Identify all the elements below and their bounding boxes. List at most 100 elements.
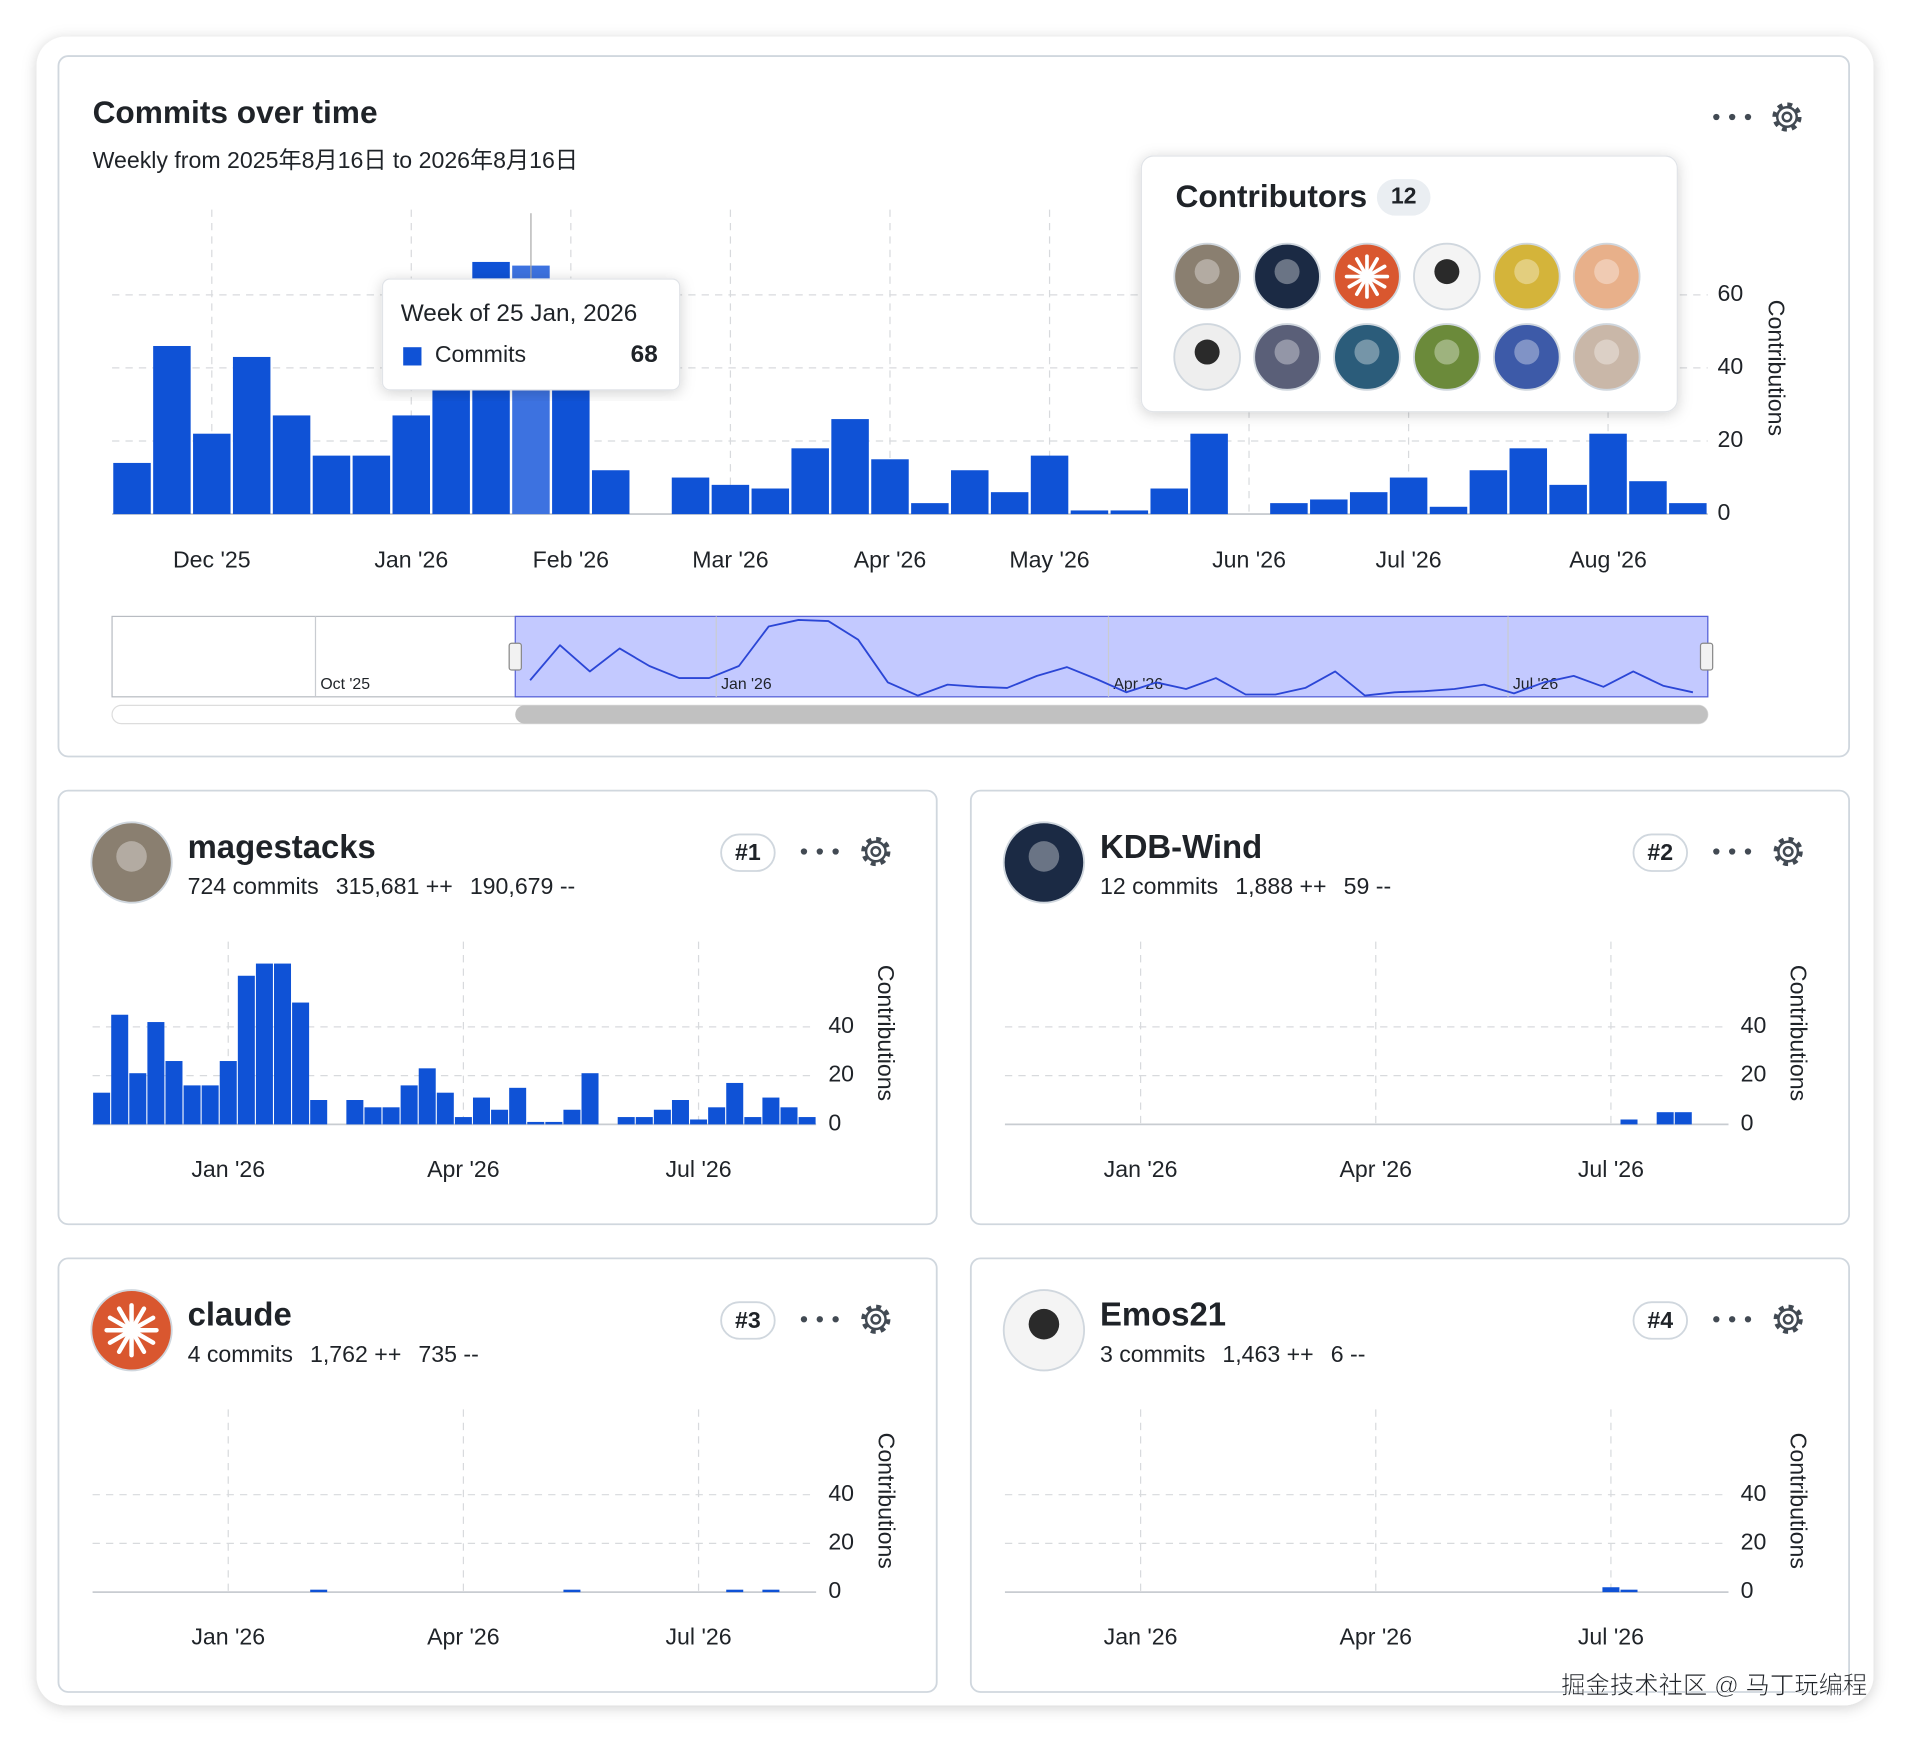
menu-dot[interactable]	[800, 1316, 808, 1323]
bar[interactable]	[1589, 433, 1627, 515]
gear-teeth[interactable]	[1773, 1304, 1803, 1334]
bar[interactable]	[113, 462, 151, 515]
contributor-avatar[interactable]	[1492, 242, 1561, 311]
bar[interactable]	[726, 1082, 744, 1125]
bar[interactable]	[780, 1107, 798, 1125]
bar[interactable]	[1469, 470, 1508, 515]
bar[interactable]	[1602, 1587, 1620, 1593]
bar[interactable]	[232, 356, 271, 515]
bar[interactable]	[400, 1085, 418, 1125]
bar[interactable]	[274, 963, 292, 1125]
bar[interactable]	[392, 415, 431, 515]
bar[interactable]	[1310, 499, 1348, 515]
bar[interactable]	[1150, 488, 1188, 515]
bar[interactable]	[454, 1117, 472, 1125]
bar[interactable]	[1429, 506, 1468, 515]
bar[interactable]	[545, 1121, 563, 1125]
contributor-avatar[interactable]	[1173, 242, 1241, 311]
gear-hole[interactable]	[1781, 111, 1793, 123]
gear-hole[interactable]	[1782, 1313, 1794, 1325]
contributor-avatar[interactable]	[1572, 242, 1641, 311]
bar[interactable]	[255, 963, 273, 1125]
bar[interactable]	[1656, 1112, 1674, 1125]
bar[interactable]	[911, 503, 949, 515]
bar[interactable]	[382, 1107, 400, 1125]
bar[interactable]	[751, 488, 790, 515]
gear-body[interactable]	[1777, 840, 1800, 863]
bar[interactable]	[726, 1589, 744, 1593]
gear-body[interactable]	[864, 840, 887, 863]
gear-body[interactable]	[1777, 1308, 1800, 1331]
menu-dot[interactable]	[832, 848, 839, 855]
bar[interactable]	[237, 975, 255, 1125]
menu-dot[interactable]	[1744, 848, 1752, 855]
bar[interactable]	[272, 415, 311, 515]
menu-dot[interactable]	[800, 848, 808, 855]
gear-teeth[interactable]	[861, 836, 891, 867]
menu-dot[interactable]	[832, 1316, 839, 1323]
bar[interactable]	[219, 1061, 237, 1125]
bar[interactable]	[762, 1097, 780, 1125]
gear-teeth[interactable]	[1773, 836, 1803, 867]
bar[interactable]	[1629, 481, 1667, 515]
bar[interactable]	[418, 1068, 436, 1125]
bar[interactable]	[563, 1589, 581, 1593]
bar[interactable]	[193, 433, 231, 515]
gear-hole[interactable]	[1782, 846, 1794, 857]
bar[interactable]	[183, 1085, 201, 1125]
bar[interactable]	[153, 345, 191, 515]
gear-teeth[interactable]	[861, 1304, 891, 1334]
bar[interactable]	[1349, 492, 1388, 515]
bar[interactable]	[1509, 448, 1548, 515]
scrollbar-thumb[interactable]	[515, 705, 1708, 724]
bar[interactable]	[352, 455, 391, 515]
bar[interactable]	[951, 470, 989, 515]
bar[interactable]	[436, 1092, 454, 1125]
bar[interactable]	[1549, 484, 1587, 515]
bar[interactable]	[111, 1014, 129, 1125]
bar[interactable]	[1270, 503, 1308, 515]
gear-body[interactable]	[864, 1308, 887, 1331]
bar[interactable]	[310, 1100, 328, 1125]
gear-hole[interactable]	[870, 1313, 882, 1325]
bar[interactable]	[1620, 1119, 1638, 1125]
bar[interactable]	[1070, 510, 1109, 515]
bar[interactable]	[346, 1100, 364, 1125]
bar[interactable]	[1190, 433, 1228, 515]
menu-dot[interactable]	[1744, 1316, 1752, 1323]
menu-dot[interactable]	[1728, 113, 1736, 121]
bar[interactable]	[711, 484, 750, 515]
user-name[interactable]: magestacks	[188, 828, 376, 865]
bar[interactable]	[292, 1002, 310, 1125]
bar[interactable]	[1030, 455, 1069, 515]
gear-body[interactable]	[1776, 106, 1798, 128]
bar[interactable]	[1674, 1112, 1692, 1125]
contributor-avatar[interactable]	[1413, 323, 1481, 391]
navigator-handle[interactable]	[508, 642, 522, 671]
menu-dot[interactable]	[816, 1316, 823, 1323]
contributor-avatar[interactable]	[1492, 323, 1561, 391]
bar[interactable]	[310, 1589, 328, 1593]
bar[interactable]	[472, 1097, 490, 1125]
user-avatar[interactable]	[1002, 821, 1086, 904]
bar[interactable]	[791, 448, 829, 515]
bar[interactable]	[990, 492, 1029, 515]
bar[interactable]	[1620, 1589, 1638, 1593]
bar[interactable]	[165, 1061, 183, 1125]
gear-hole[interactable]	[870, 846, 882, 857]
bar[interactable]	[1389, 477, 1428, 515]
bar[interactable]	[147, 1022, 165, 1125]
bar[interactable]	[1669, 503, 1707, 515]
bar[interactable]	[93, 1092, 111, 1125]
bar[interactable]	[708, 1107, 726, 1125]
contributor-avatar[interactable]	[1253, 242, 1321, 311]
menu-dot[interactable]	[1713, 113, 1720, 121]
bar[interactable]	[617, 1117, 635, 1125]
bar[interactable]	[1110, 510, 1149, 515]
bar[interactable]	[762, 1589, 780, 1593]
bar[interactable]	[798, 1117, 816, 1125]
bar[interactable]	[563, 1109, 581, 1125]
bar[interactable]	[201, 1085, 219, 1125]
bar[interactable]	[653, 1109, 671, 1125]
bar[interactable]	[312, 455, 351, 515]
